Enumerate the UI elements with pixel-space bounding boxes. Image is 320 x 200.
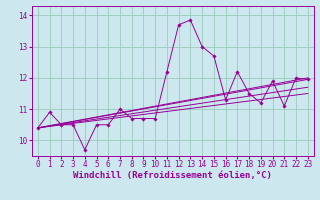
X-axis label: Windchill (Refroidissement éolien,°C): Windchill (Refroidissement éolien,°C) — [73, 171, 272, 180]
